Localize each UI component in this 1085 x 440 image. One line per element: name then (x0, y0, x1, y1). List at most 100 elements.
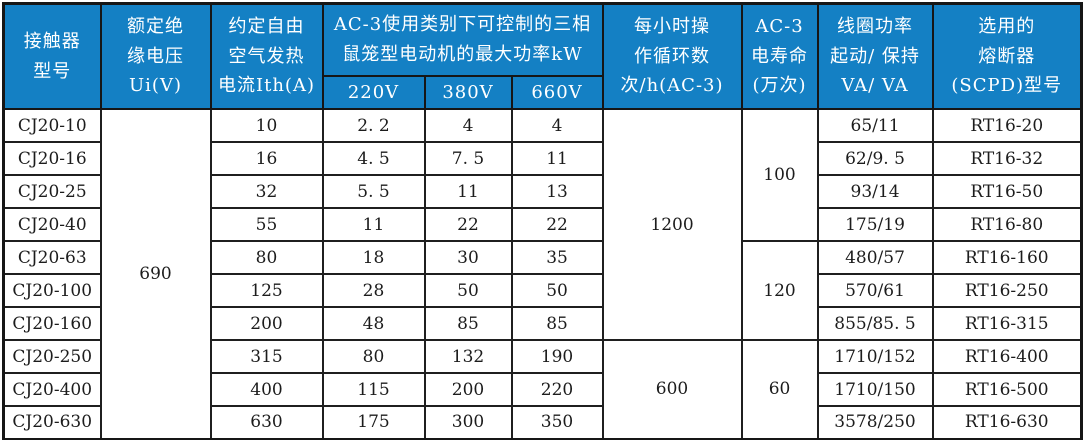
cell-power-220v: 115 (321, 372, 426, 408)
cell-cycles-merged-1200: 1200 (601, 108, 743, 342)
table-row: CJ20-400 400 115 200 220 1710/150 RT16-5… (2, 372, 1083, 408)
cell-life-merged-60: 60 (740, 339, 819, 440)
header-fuse-type: 选用的 熔断器 (SCPD)型号 (931, 2, 1083, 111)
cell-power-660v: 13 (510, 174, 604, 210)
header-thermal-current: 约定自由 空气发热 电流Ith(A) (209, 2, 324, 111)
cell-power-660v: 22 (510, 207, 604, 243)
cell-power-660v: 50 (510, 273, 604, 309)
cell-fuse: RT16-400 (931, 339, 1083, 375)
header-rated-insulation-voltage: 额定绝 缘电压 Ui(V) (99, 2, 212, 111)
cell-fuse: RT16-80 (931, 207, 1083, 243)
cell-coil-power: 93/14 (816, 174, 934, 210)
cell-model: CJ20-250 (2, 339, 102, 375)
cell-fuse: RT16-250 (931, 273, 1083, 309)
cell-ith: 200 (209, 306, 324, 342)
cell-cycles-merged-600: 600 (601, 339, 743, 440)
cell-life-merged-100: 100 (740, 108, 819, 243)
header-row-2: 220V 380V 660V (4, 74, 1082, 111)
header-row-1: 接触器 型号 额定绝 缘电压 Ui(V) 约定自由 空气发热 电流Ith(A) … (2, 2, 1083, 111)
table-body: CJ20-10 690 10 2. 2 4 4 1200 100 65/11 R… (2, 108, 1083, 440)
cell-model: CJ20-630 (2, 405, 102, 440)
cell-power-380v: 7. 5 (423, 141, 513, 177)
cell-power-380v: 4 (423, 108, 513, 144)
cell-rated-voltage-merged: 690 (99, 108, 212, 440)
table-row: CJ20-630 630 175 300 350 3578/250 RT16-6… (2, 405, 1083, 440)
header-ac3-max-power-group: AC-3使用类别下可控制的三相 鼠笼型电动机的最大功率kW (321, 2, 604, 77)
cell-power-220v: 80 (321, 339, 426, 375)
table-row: CJ20-40 55 11 22 22 175/19 RT16-80 (2, 207, 1083, 243)
cell-coil-power: 175/19 (816, 207, 934, 243)
cell-coil-power: 62/9. 5 (816, 141, 934, 177)
cell-ith: 10 (209, 108, 324, 144)
table-row: CJ20-100 125 28 50 50 570/61 RT16-250 (2, 273, 1083, 309)
cell-power-660v: 190 (510, 339, 604, 375)
cell-coil-power: 1710/150 (816, 372, 934, 408)
cell-power-220v: 5. 5 (321, 174, 426, 210)
header-electrical-life: AC-3 电寿命 (万次) (740, 2, 819, 111)
cell-fuse: RT16-160 (931, 240, 1083, 276)
cell-ith: 80 (209, 240, 324, 276)
cell-model: CJ20-100 (2, 273, 102, 309)
cell-ith: 55 (209, 207, 324, 243)
cell-coil-power: 1710/152 (816, 339, 934, 375)
cell-power-220v: 48 (321, 306, 426, 342)
cell-model: CJ20-16 (2, 141, 102, 177)
cell-fuse: RT16-50 (931, 174, 1083, 210)
table-row: CJ20-16 16 4. 5 7. 5 11 62/9. 5 RT16-32 (2, 141, 1083, 177)
table-row: CJ20-10 690 10 2. 2 4 4 1200 100 65/11 R… (2, 108, 1083, 440)
cell-ith: 125 (209, 273, 324, 309)
cell-coil-power: 570/61 (816, 273, 934, 309)
header-380v: 380V (423, 74, 513, 111)
cell-power-220v: 175 (321, 405, 426, 440)
table-row: CJ20-160 200 48 85 85 855/85. 5 RT16-315 (2, 306, 1083, 342)
cell-power-660v: 4 (510, 108, 604, 144)
cell-coil-power: 480/57 (816, 240, 934, 276)
cell-fuse: RT16-20 (931, 108, 1083, 144)
cell-ith: 16 (209, 141, 324, 177)
cell-coil-power: 855/85. 5 (816, 306, 934, 342)
cell-model: CJ20-25 (2, 174, 102, 210)
cell-power-220v: 18 (321, 240, 426, 276)
cell-power-220v: 2. 2 (321, 108, 426, 144)
cell-ith: 315 (209, 339, 324, 375)
cell-power-380v: 22 (423, 207, 513, 243)
cell-power-660v: 35 (510, 240, 604, 276)
table-row: CJ20-63 80 18 30 35 120 480/57 RT16-160 (2, 240, 1083, 342)
cell-model: CJ20-160 (2, 306, 102, 342)
cell-coil-power: 3578/250 (816, 405, 934, 440)
cell-ith: 630 (209, 405, 324, 440)
header-660v: 660V (510, 74, 604, 111)
cell-ith: 32 (209, 174, 324, 210)
cell-model: CJ20-10 (2, 108, 102, 144)
table-header: 接触器 型号 额定绝 缘电压 Ui(V) 约定自由 空气发热 电流Ith(A) … (2, 2, 1083, 111)
cell-power-380v: 85 (423, 306, 513, 342)
cell-power-660v: 11 (510, 141, 604, 177)
cell-fuse: RT16-32 (931, 141, 1083, 177)
cell-power-380v: 50 (423, 273, 513, 309)
cell-fuse: RT16-630 (931, 405, 1083, 440)
cell-power-660v: 350 (510, 405, 604, 440)
table-row: CJ20-25 32 5. 5 11 13 93/14 RT16-50 (2, 174, 1083, 210)
cell-ith: 400 (209, 372, 324, 408)
cell-power-660v: 85 (510, 306, 604, 342)
header-operating-cycles: 每小时操 作循环数 次/h(AC-3) (601, 2, 743, 111)
cell-model: CJ20-400 (2, 372, 102, 408)
cell-life-merged-120: 120 (740, 240, 819, 342)
header-220v: 220V (321, 74, 426, 111)
cell-power-660v: 220 (510, 372, 604, 408)
cell-power-380v: 132 (423, 339, 513, 375)
cell-power-380v: 300 (423, 405, 513, 440)
cell-power-380v: 200 (423, 372, 513, 408)
cell-power-220v: 4. 5 (321, 141, 426, 177)
cell-model: CJ20-40 (2, 207, 102, 243)
cell-fuse: RT16-500 (931, 372, 1083, 408)
cell-power-220v: 28 (321, 273, 426, 309)
cell-model: CJ20-63 (2, 240, 102, 276)
header-contactor-model: 接触器 型号 (2, 2, 102, 111)
header-coil-power: 线圈功率 起动/ 保持 VA/ VA (816, 2, 934, 111)
cell-power-380v: 30 (423, 240, 513, 276)
cell-fuse: RT16-315 (931, 306, 1083, 342)
cell-coil-power: 65/11 (816, 108, 934, 144)
